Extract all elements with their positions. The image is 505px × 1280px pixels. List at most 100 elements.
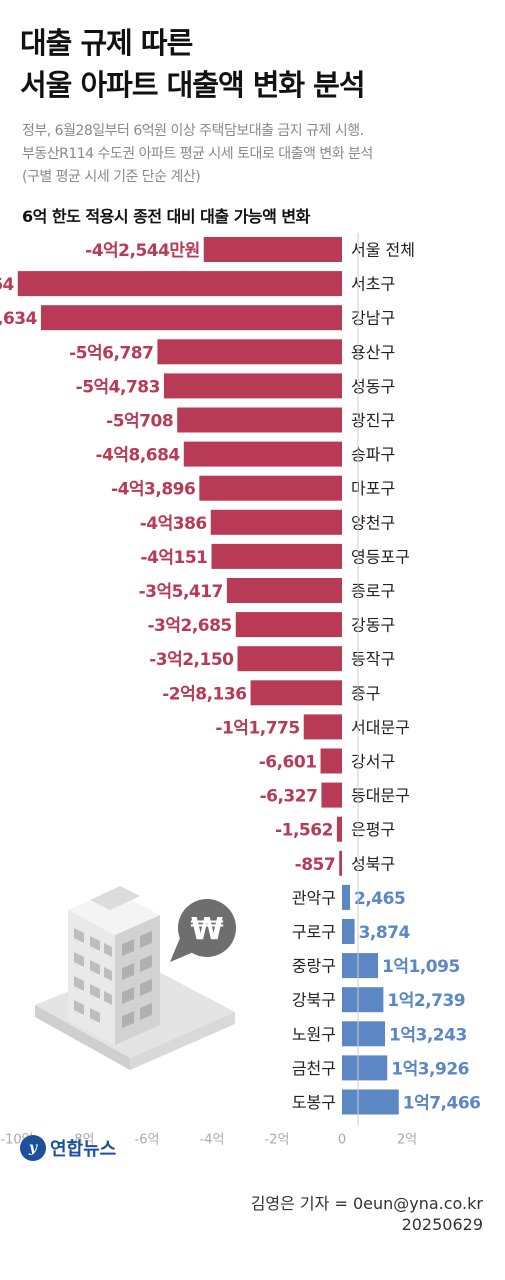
category-label: 마포구	[351, 479, 395, 498]
title-line-2: 서울 아파트 대출액 변화 분석	[20, 68, 366, 102]
value-label: -6,327	[260, 787, 318, 807]
value-label: -4억2,544만원	[85, 241, 200, 261]
bar-24	[342, 1021, 386, 1047]
bar-13	[237, 646, 342, 672]
bar-19	[339, 850, 342, 876]
category-label: 노원구	[292, 1025, 336, 1044]
won-speech-bubble-icon: ₩	[170, 899, 236, 962]
bar-7	[183, 441, 342, 467]
value-label: -857	[295, 855, 336, 875]
category-label: 동작구	[351, 650, 395, 669]
logo-text: 연합뉴스	[50, 1139, 117, 1160]
value-label: -5억708	[106, 412, 173, 432]
credit: 김영은 기자 = 0eun@yna.co.kr 20250629	[251, 1193, 483, 1235]
bar-12	[235, 612, 342, 638]
value-label: -1,562	[275, 821, 333, 841]
author-credit: 김영은 기자 = 0eun@yna.co.kr	[250, 1194, 483, 1213]
value-label: 2,465	[354, 889, 405, 909]
bar-14	[250, 680, 342, 706]
x-tick-label: 2억	[397, 1133, 417, 1148]
category-label: 송파구	[351, 445, 395, 464]
category-label: 성동구	[351, 377, 395, 396]
category-label: 구로구	[292, 923, 336, 942]
value-label: -6,601	[259, 753, 317, 773]
value-label: 3,874	[359, 923, 411, 943]
bar-3	[40, 305, 342, 331]
x-tick-label: -6억	[135, 1133, 160, 1148]
bar-10	[211, 543, 342, 569]
bar-22	[342, 953, 379, 979]
category-label: 은평구	[351, 820, 395, 839]
bar-2	[17, 271, 343, 297]
category-label: 종로구	[351, 582, 395, 601]
value-label: 1억1,095	[382, 957, 460, 977]
value-label: 1억7,466	[403, 1094, 481, 1114]
yonhap-logo: y 연합뉴스	[20, 1135, 116, 1161]
publish-date: 20250629	[401, 1215, 483, 1234]
category-label: 강북구	[292, 991, 336, 1010]
value-label: -5억4,783	[76, 377, 160, 397]
x-tick-label: -8억	[70, 1133, 95, 1148]
category-label: 강남구	[351, 309, 395, 328]
bar-18	[336, 816, 342, 842]
page-title: 대출 규제 따른 서울 아파트 대출액 변화 분석	[20, 22, 366, 106]
x-tick-label: -4억	[200, 1133, 225, 1148]
bar-21	[342, 919, 355, 944]
category-label: 관악구	[292, 888, 336, 907]
category-label: 용산구	[351, 343, 395, 362]
category-label: 동대문구	[351, 786, 410, 805]
value-label: -4억3,896	[111, 480, 195, 500]
category-label: 도봉구	[292, 1093, 336, 1112]
bar-1	[203, 237, 342, 262]
value-label: -9억9,764	[0, 275, 14, 295]
bar-17	[321, 782, 342, 808]
bar-15	[303, 714, 342, 740]
value-label: -9억2,634	[0, 309, 38, 329]
category-label: 강서구	[351, 752, 395, 771]
bar-11	[226, 578, 342, 603]
logo-mark-icon: y	[20, 1135, 46, 1161]
bar-4	[157, 339, 342, 365]
value-label: 1억3,243	[389, 1025, 467, 1045]
subtitle-line-2: 부동산R114 수도권 아파트 평균 시세 토대로 대출액 변화 분석	[22, 146, 373, 162]
subtitle-line-3: (구별 평균 시세 기준 단순 계산)	[22, 169, 201, 185]
chart-title: 6억 한도 적용시 종전 대비 대출 가능액 변화	[22, 207, 310, 226]
value-label: -4억151	[140, 548, 207, 568]
value-label: 1억2,739	[387, 991, 465, 1011]
apartment-building-icon	[35, 886, 235, 1070]
bar-25	[342, 1055, 388, 1081]
bar-8	[199, 475, 342, 501]
x-tick-label: 0	[338, 1133, 346, 1148]
category-label: 광진구	[351, 411, 395, 430]
bar-6	[177, 407, 342, 433]
value-label: -5억6,787	[69, 343, 153, 363]
category-label: 서초구	[351, 275, 395, 294]
category-label: 양천구	[351, 513, 395, 532]
category-label: 서울 전체	[351, 241, 415, 260]
x-tick-label: -2억	[265, 1133, 290, 1148]
category-label: 강동구	[351, 616, 395, 635]
bar-23	[342, 987, 384, 1013]
value-label: -3억5,417	[139, 582, 223, 602]
bar-5	[163, 373, 342, 399]
title-line-1: 대출 규제 따른	[20, 26, 193, 60]
subtitle: 정부, 6월28일부터 6억원 이상 주택담보대출 금지 규제 시행. 부동산R…	[22, 120, 497, 189]
category-label: 성북구	[351, 854, 395, 873]
category-label: 중랑구	[292, 957, 336, 976]
won-symbol: ₩	[190, 912, 223, 947]
category-label: 금천구	[292, 1059, 336, 1078]
value-label: -4억386	[140, 514, 207, 534]
category-label: 서대문구	[351, 718, 410, 737]
category-label: 중구	[351, 684, 380, 703]
value-label: -1억1,775	[215, 718, 299, 738]
value-label: -3억2,685	[147, 616, 231, 636]
value-label: 1억3,926	[391, 1059, 469, 1079]
value-label: -3억2,150	[149, 650, 234, 670]
bar-16	[320, 748, 342, 774]
bar-20	[342, 884, 351, 910]
subtitle-line-1: 정부, 6월28일부터 6억원 이상 주택담보대출 금지 규제 시행.	[22, 123, 364, 139]
bar-9	[210, 509, 342, 535]
value-label: -4억8,684	[95, 446, 180, 466]
category-label: 영등포구	[351, 547, 410, 566]
